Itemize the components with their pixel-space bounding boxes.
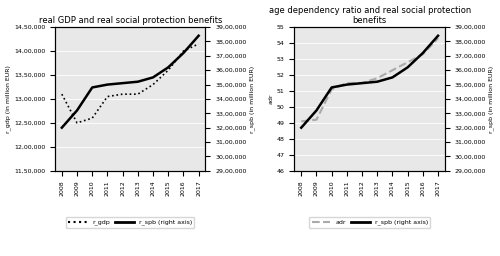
Y-axis label: r_gdp (in million EUR): r_gdp (in million EUR) (6, 65, 11, 133)
Legend: r_gdp, r_spb (right axis): r_gdp, r_spb (right axis) (66, 217, 194, 228)
Legend: adr, r_spb (right axis): adr, r_spb (right axis) (309, 217, 430, 228)
Y-axis label: r_spb (in million EUR): r_spb (in million EUR) (489, 65, 494, 133)
Y-axis label: adr: adr (269, 94, 274, 104)
Title: age dependency ratio and real social protection
benefits: age dependency ratio and real social pro… (268, 6, 471, 25)
Title: real GDP and real social protection benefits: real GDP and real social protection bene… (38, 16, 222, 25)
Y-axis label: r_spb (in million EUR): r_spb (in million EUR) (250, 65, 255, 133)
